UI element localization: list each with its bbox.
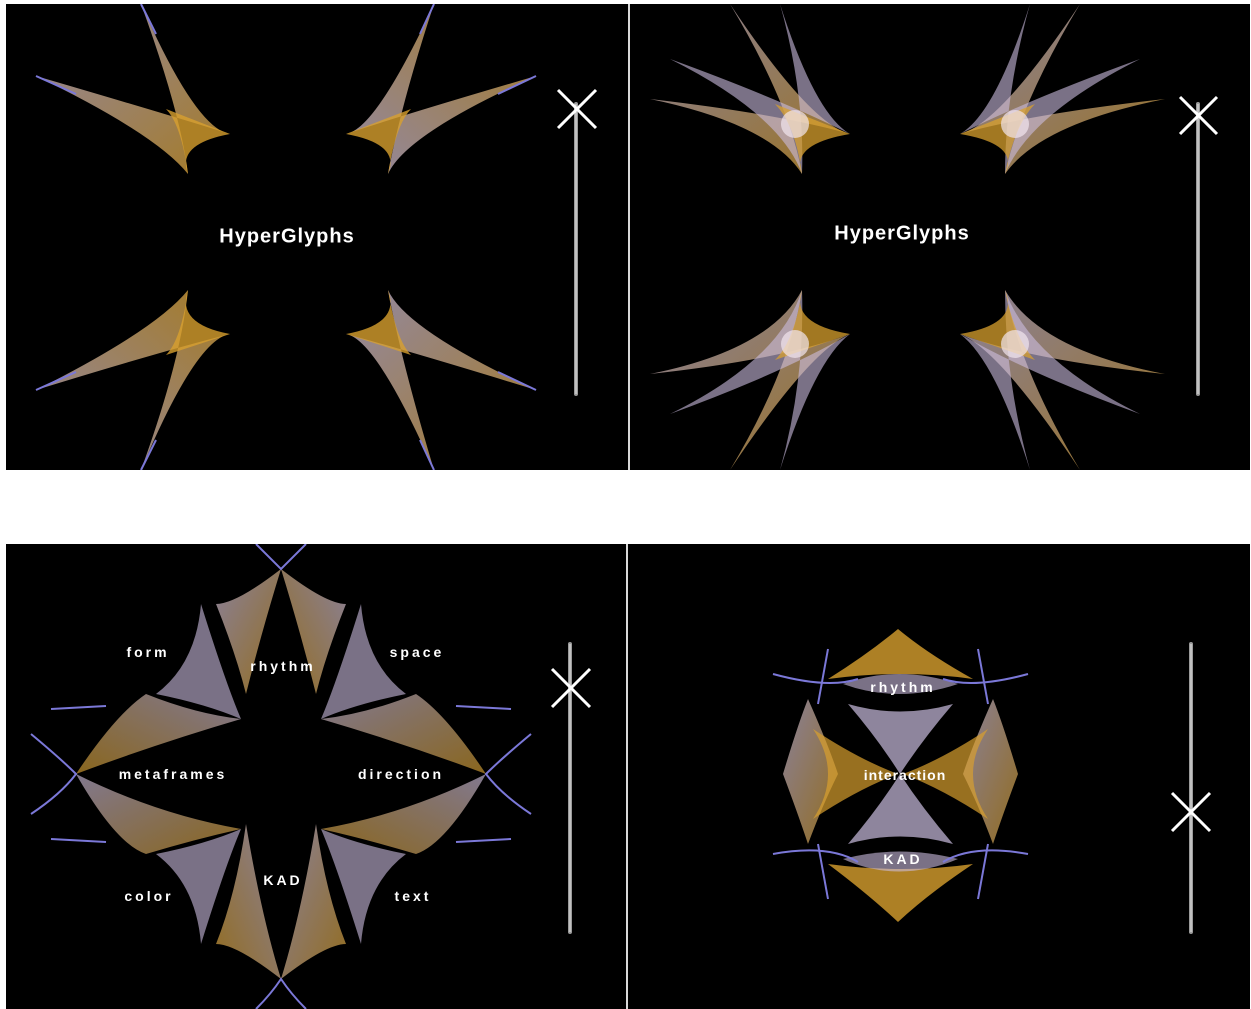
panel-hyperglyphs-1: HyperGlyphs <box>6 4 628 470</box>
glyph-canvas-1 <box>35 4 598 470</box>
panel-kad-map: form rhythm space metaframes direction K… <box>6 544 626 1009</box>
panel-title: HyperGlyphs <box>834 222 970 245</box>
star-glyph-bottom-left[interactable] <box>35 290 230 470</box>
star-glyph-top-left[interactable] <box>650 4 850 174</box>
label-rhythm[interactable]: rhythm <box>250 658 316 674</box>
star-glyph-top-left[interactable] <box>35 4 230 174</box>
x-icon[interactable] <box>1178 95 1219 136</box>
glyph-canvas-4 <box>772 629 1212 934</box>
label-interaction[interactable]: interaction <box>863 767 947 783</box>
star-glyph-top-right[interactable] <box>346 4 537 174</box>
glyph-ring[interactable] <box>30 544 532 1009</box>
divider-top <box>628 4 630 470</box>
x-icon[interactable] <box>550 667 592 709</box>
label-metaframes[interactable]: metaframes <box>118 766 228 782</box>
divider-bottom <box>626 544 628 1009</box>
panel-title: HyperGlyphs <box>219 225 355 248</box>
glyph-canvas-3 <box>30 544 592 1009</box>
label-color[interactable]: color <box>124 888 174 904</box>
star-glyph-bottom-right[interactable] <box>346 290 537 470</box>
label-text[interactable]: text <box>394 888 432 904</box>
label-kad[interactable]: KAD <box>263 872 303 888</box>
glyph-cluster[interactable] <box>772 629 1029 922</box>
star-glyph-bottom-right[interactable] <box>960 290 1165 470</box>
label-space[interactable]: space <box>389 644 445 660</box>
label-rhythm[interactable]: rhythm <box>870 679 936 695</box>
label-kad[interactable]: KAD <box>883 851 923 867</box>
glyph-canvas-2 <box>650 4 1219 470</box>
x-icon[interactable] <box>1170 791 1212 833</box>
star-glyph-bottom-left[interactable] <box>650 290 850 470</box>
panel-hyperglyphs-2: HyperGlyphs <box>630 4 1250 470</box>
panel-interaction: rhythm interaction KAD <box>628 544 1250 1009</box>
star-glyph-top-right[interactable] <box>960 4 1165 174</box>
label-direction[interactable]: direction <box>357 766 445 782</box>
x-icon[interactable] <box>556 88 598 130</box>
label-form[interactable]: form <box>126 644 170 660</box>
